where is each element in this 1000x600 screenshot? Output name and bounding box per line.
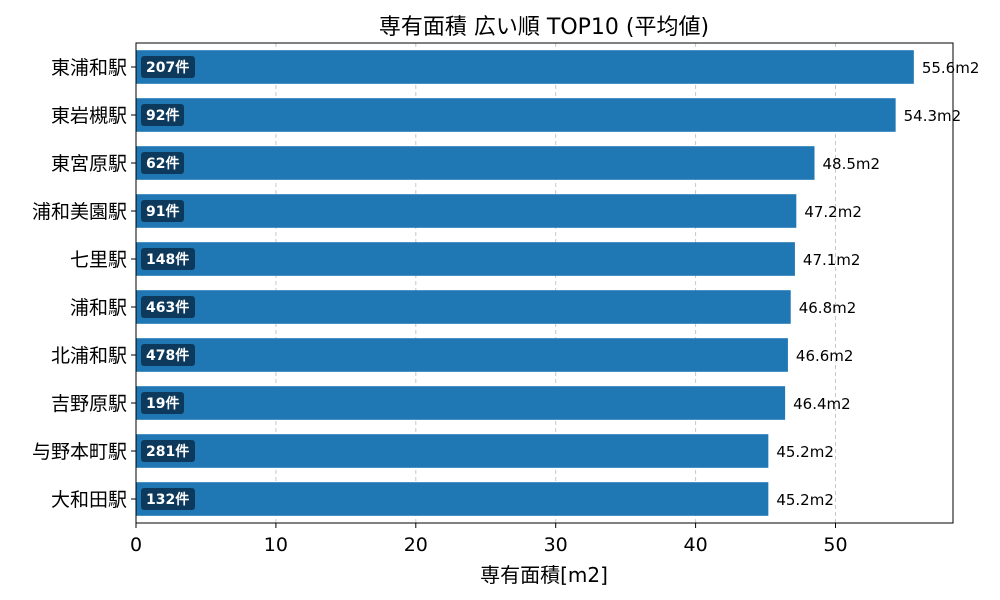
count-label: 148件 — [146, 251, 189, 268]
x-tick-label: 0 — [130, 534, 142, 556]
bar — [136, 434, 769, 468]
category-label: 東浦和駅 — [51, 57, 127, 79]
count-badge — [141, 200, 184, 222]
count-badge — [141, 152, 184, 174]
count-badge — [141, 248, 195, 270]
bar — [136, 386, 786, 420]
category-label: 北浦和駅 — [51, 345, 127, 367]
bar — [136, 290, 791, 324]
count-label: 92件 — [146, 107, 179, 124]
plot-frame — [135, 42, 954, 524]
value-label: 54.3m2 — [904, 107, 962, 125]
category-label: 与野本町駅 — [32, 441, 127, 463]
count-badge — [141, 56, 195, 78]
value-label: 46.8m2 — [799, 299, 857, 317]
bar — [136, 50, 914, 84]
category-label: 浦和美園駅 — [32, 201, 127, 223]
count-label: 478件 — [146, 347, 189, 364]
bar — [136, 482, 769, 516]
value-label: 48.5m2 — [823, 155, 881, 173]
count-label: 91件 — [146, 203, 179, 220]
bar — [136, 338, 788, 372]
bar — [136, 194, 797, 228]
category-label: 七里駅 — [70, 249, 127, 271]
count-label: 207件 — [146, 59, 189, 76]
count-label: 19件 — [146, 395, 179, 412]
count-badge — [141, 296, 195, 318]
chart-title: 専有面積 広い順 TOP10 (平均値) — [379, 15, 709, 40]
bar — [136, 98, 896, 132]
value-label: 55.6m2 — [922, 59, 980, 77]
category-label: 東岩槻駅 — [51, 105, 127, 127]
bar — [136, 146, 815, 180]
x-tick-label: 40 — [683, 534, 707, 556]
value-label: 45.2m2 — [776, 443, 834, 461]
count-badge — [141, 488, 195, 510]
count-label: 62件 — [146, 155, 179, 172]
category-label: 大和田駅 — [51, 489, 127, 511]
count-label: 281件 — [146, 443, 189, 460]
count-label: 463件 — [146, 299, 189, 316]
value-label: 47.1m2 — [803, 251, 861, 269]
x-tick-label: 10 — [264, 534, 288, 556]
x-tick-label: 50 — [823, 534, 847, 556]
value-label: 47.2m2 — [804, 203, 862, 221]
x-axis-label: 専有面積[m2] — [480, 563, 608, 587]
bars — [136, 50, 914, 516]
x-tick-label: 20 — [404, 534, 428, 556]
count-badge — [141, 104, 184, 126]
value-label: 46.6m2 — [796, 347, 854, 365]
bar — [136, 242, 795, 276]
category-label: 東宮原駅 — [51, 153, 127, 175]
count-badge — [141, 392, 184, 414]
x-tick-label: 30 — [544, 534, 568, 556]
category-label: 浦和駅 — [70, 297, 127, 319]
value-label: 45.2m2 — [776, 491, 834, 509]
count-badge — [141, 440, 195, 462]
value-label: 46.4m2 — [793, 395, 851, 413]
count-label: 132件 — [146, 491, 189, 508]
category-label: 吉野原駅 — [51, 393, 127, 415]
axes: 0 10 20 30 40 50 — [130, 66, 848, 556]
count-badge — [141, 344, 195, 366]
